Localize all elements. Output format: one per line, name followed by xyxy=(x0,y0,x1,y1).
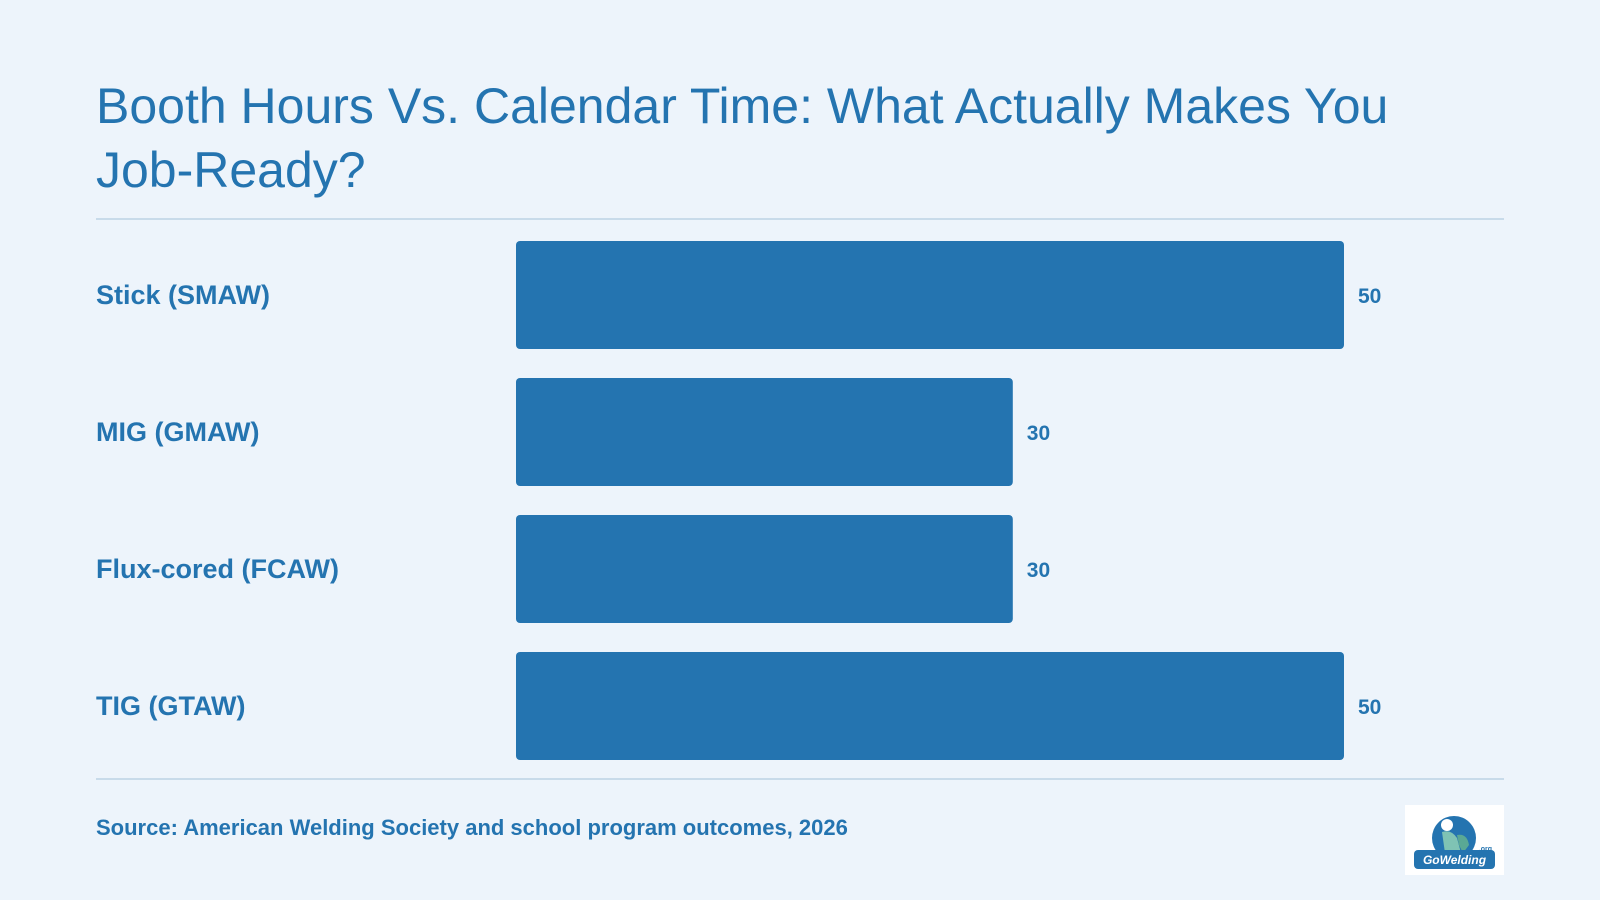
top-divider xyxy=(96,218,1504,220)
bar-value-label: 50 xyxy=(1358,285,1381,308)
svg-text:GoWelding: GoWelding xyxy=(1423,853,1487,867)
source-note: Source: American Welding Society and sch… xyxy=(96,815,848,840)
bar-value-label: 30 xyxy=(1027,422,1050,445)
bar xyxy=(516,515,1013,623)
category-label: TIG (GTAW) xyxy=(96,691,245,721)
svg-text:.org: .org xyxy=(1479,846,1492,853)
bar xyxy=(516,241,1344,349)
bar xyxy=(516,652,1344,760)
chart-title: Booth Hours Vs. Calendar Time: What Actu… xyxy=(96,78,1389,198)
category-label: Flux-cored (FCAW) xyxy=(96,554,339,584)
welder-logo-icon: GoWelding .org xyxy=(1414,816,1495,869)
gowelding-logo: GoWelding .org xyxy=(1405,805,1504,875)
bar-value-label: 30 xyxy=(1027,559,1050,582)
bottom-divider xyxy=(96,778,1504,780)
bar-value-label: 50 xyxy=(1358,696,1381,719)
category-label: Stick (SMAW) xyxy=(96,280,270,310)
bar xyxy=(516,378,1013,486)
category-label: MIG (GMAW) xyxy=(96,417,259,447)
